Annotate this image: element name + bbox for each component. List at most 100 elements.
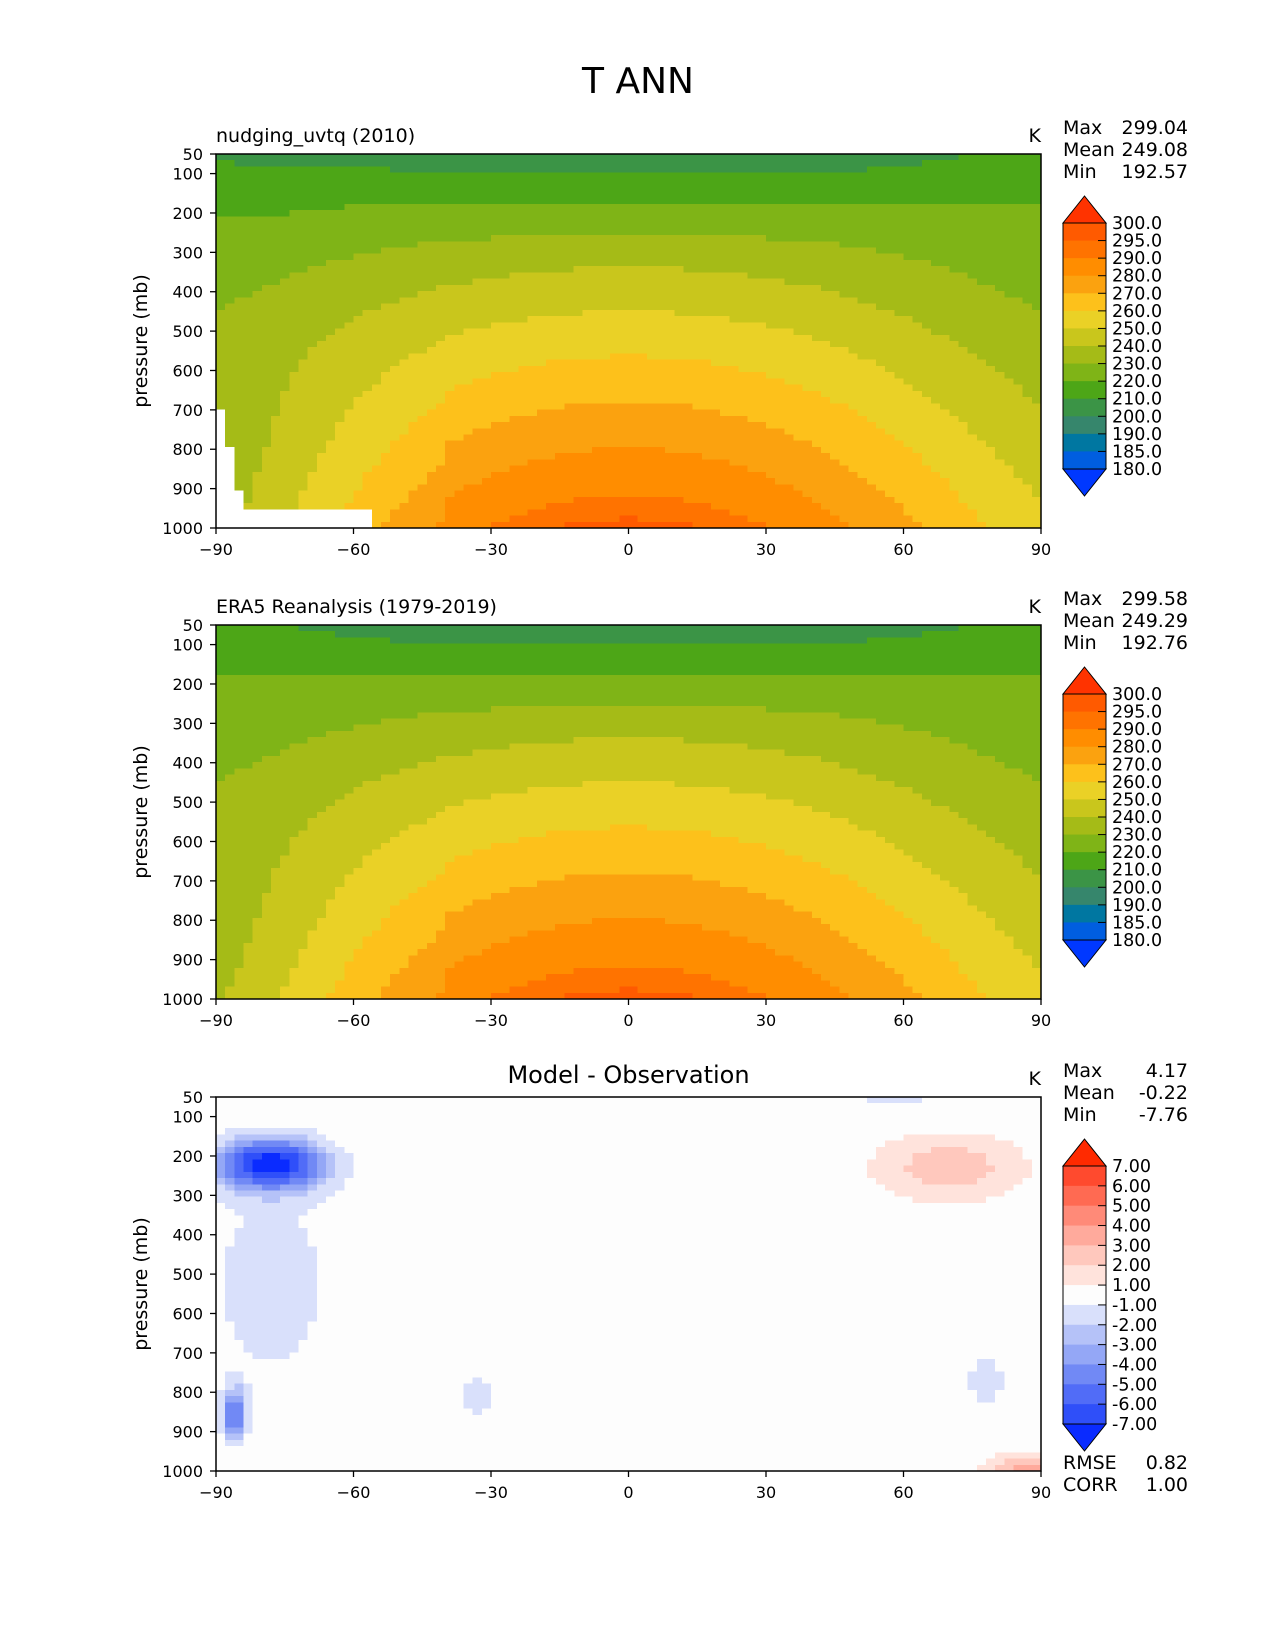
colorbar-tick-label: 210.0 — [1112, 390, 1162, 410]
colorbar-cell — [1063, 1344, 1106, 1365]
x-tick-label: 0 — [623, 1011, 633, 1030]
colorbar-cell — [1063, 1225, 1106, 1246]
y-tick-label: 50 — [183, 145, 203, 164]
x-tick-label: −60 — [337, 1011, 371, 1030]
stat-value-mean: 249.08 — [1122, 139, 1188, 161]
y-tick-label: 100 — [172, 636, 203, 655]
stat-value-min: 192.57 — [1122, 161, 1188, 183]
colorbar-tick-label: 250.0 — [1112, 319, 1162, 339]
colorbar-tick-label: 230.0 — [1112, 355, 1162, 375]
colorbar-cell — [1063, 328, 1106, 347]
y-tick-label: 100 — [172, 165, 203, 184]
colorbar-cell — [1063, 1166, 1106, 1187]
colorbar-cell — [1063, 258, 1106, 277]
colorbar-tick-label: 300.0 — [1112, 685, 1162, 705]
y-axis-label: pressure (mb) — [130, 745, 152, 879]
contour-field — [216, 1097, 1042, 1472]
colorbar-tick-label: 220.0 — [1112, 372, 1162, 392]
y-axis-label: pressure (mb) — [130, 274, 152, 408]
colorbar-cell — [1063, 817, 1106, 836]
y-tick-label: 400 — [172, 1226, 203, 1245]
colorbar-cell — [1063, 799, 1106, 818]
y-tick-label: 50 — [183, 616, 203, 635]
x-tick-label: −60 — [337, 540, 371, 559]
y-tick-label: 600 — [172, 361, 203, 380]
colorbar: 300.0295.0290.0280.0270.0260.0250.0240.0… — [1061, 195, 1162, 497]
y-tick-label: 600 — [172, 832, 203, 851]
colorbar-cell — [1063, 729, 1106, 748]
colorbar-tick-label: -5.00 — [1112, 1375, 1157, 1395]
y-tick-label: 900 — [172, 1423, 203, 1442]
colorbar-cell — [1063, 1245, 1106, 1266]
colorbar-cell — [1063, 1384, 1106, 1405]
x-tick-label: 60 — [893, 1483, 913, 1502]
x-tick-label: 60 — [893, 540, 913, 559]
x-tick-label: 30 — [756, 1483, 776, 1502]
colorbar-tick-label: 300.0 — [1112, 214, 1162, 234]
x-tick-label: −30 — [474, 1011, 508, 1030]
stat-value-mean: -0.22 — [1139, 1082, 1188, 1104]
x-tick-label: 0 — [623, 540, 633, 559]
colorbar-extend-bottom — [1061, 468, 1108, 497]
stat-value-max: 4.17 — [1146, 1060, 1188, 1082]
x-tick-label: −90 — [199, 1011, 233, 1030]
y-tick-label: 50 — [183, 1088, 203, 1107]
colorbar-tick-label: 4.00 — [1112, 1217, 1151, 1237]
x-tick-label: −30 — [474, 540, 508, 559]
colorbar: 300.0295.0290.0280.0270.0260.0250.0240.0… — [1061, 666, 1162, 968]
y-tick-label: 300 — [172, 243, 203, 262]
stat-value-corr: 1.00 — [1146, 1474, 1188, 1496]
colorbar-cell — [1063, 346, 1106, 365]
colorbar-tick-label: 180.0 — [1112, 460, 1162, 480]
colorbar-cell — [1063, 1185, 1106, 1207]
y-tick-label: 700 — [172, 401, 203, 420]
stat-label-mean: Mean — [1063, 1082, 1115, 1104]
colorbar-cell — [1063, 223, 1106, 242]
stat-label-max: Max — [1063, 117, 1102, 139]
colorbar-cell — [1063, 764, 1106, 783]
x-tick-label: 30 — [756, 1011, 776, 1030]
stat-label-min: Min — [1063, 1104, 1097, 1126]
colorbar-tick-label: -1.00 — [1112, 1296, 1157, 1316]
colorbar-tick-label: 210.0 — [1112, 861, 1162, 881]
y-tick-label: 300 — [172, 714, 203, 733]
colorbar-cell — [1063, 1205, 1106, 1227]
figure-title: T ANN — [581, 61, 694, 102]
x-tick-label: 90 — [1031, 1483, 1051, 1502]
panel-title: Model - Observation — [507, 1061, 749, 1089]
stat-label-min: Min — [1063, 632, 1097, 654]
colorbar-cell — [1063, 1364, 1106, 1385]
colorbar-tick-label: 3.00 — [1112, 1236, 1151, 1256]
y-tick-label: 200 — [172, 204, 203, 223]
colorbar-cell — [1063, 746, 1106, 765]
stat-value-mean: 249.29 — [1122, 610, 1188, 632]
y-tick-label: 200 — [172, 675, 203, 694]
stat-label-min: Min — [1063, 161, 1097, 183]
colorbar-cell — [1063, 922, 1106, 941]
colorbar-tick-label: -2.00 — [1112, 1316, 1157, 1336]
stat-value-max: 299.58 — [1122, 588, 1188, 610]
y-tick-label: 1000 — [162, 1462, 203, 1481]
colorbar-tick-label: 295.0 — [1112, 232, 1162, 252]
colorbar-extend-top — [1061, 195, 1108, 224]
colorbar-tick-label: 280.0 — [1112, 738, 1162, 758]
stat-label-mean: Mean — [1063, 610, 1115, 632]
colorbar-tick-label: 190.0 — [1112, 425, 1162, 445]
colorbar-tick-label: 5.00 — [1112, 1197, 1151, 1217]
panel-model: nudging_uvtq (2010) K Max 299.04 Mean 249.08 M… — [130, 117, 1188, 559]
y-tick-label: 1000 — [162, 990, 203, 1009]
y-tick-label: 500 — [172, 793, 203, 812]
y-tick-label: 900 — [172, 480, 203, 499]
colorbar-cell — [1063, 433, 1106, 452]
colorbar-cell — [1063, 781, 1106, 800]
colorbar-extend-bottom — [1061, 939, 1108, 968]
colorbar-tick-label: 230.0 — [1112, 826, 1162, 846]
colorbar-extend-top — [1061, 1138, 1108, 1167]
y-tick-label: 800 — [172, 440, 203, 459]
colorbar-tick-label: 1.00 — [1112, 1276, 1151, 1296]
colorbar-tick-label: 190.0 — [1112, 896, 1162, 916]
y-tick-label: 500 — [172, 1265, 203, 1284]
y-tick-label: 800 — [172, 911, 203, 930]
panel-title: nudging_uvtq (2010) — [216, 125, 415, 147]
